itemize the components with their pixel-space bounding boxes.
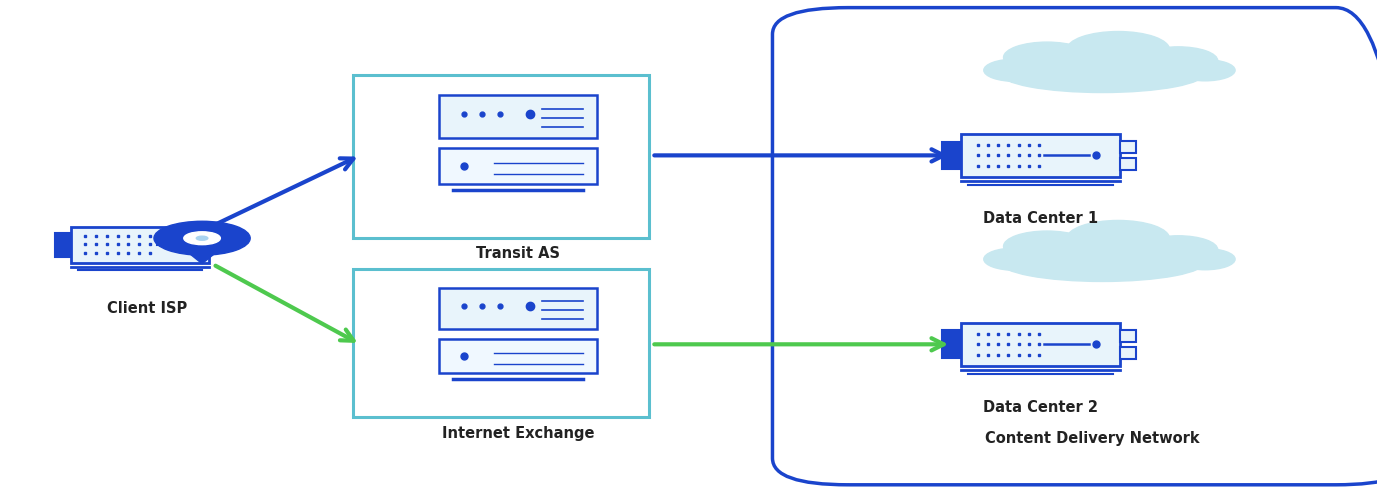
Ellipse shape [1003, 42, 1090, 73]
Ellipse shape [1003, 231, 1090, 262]
Text: Content Delivery Network: Content Delivery Network [985, 431, 1199, 446]
Ellipse shape [1138, 47, 1217, 74]
FancyBboxPatch shape [1119, 347, 1136, 359]
FancyBboxPatch shape [439, 339, 598, 373]
FancyBboxPatch shape [1119, 141, 1136, 153]
Ellipse shape [1067, 31, 1169, 68]
FancyBboxPatch shape [1119, 158, 1136, 170]
Ellipse shape [1067, 220, 1169, 257]
FancyBboxPatch shape [72, 227, 208, 263]
Ellipse shape [1138, 236, 1217, 264]
FancyBboxPatch shape [1119, 330, 1136, 342]
Text: Data Center 1: Data Center 1 [983, 211, 1098, 226]
FancyBboxPatch shape [943, 142, 962, 169]
FancyBboxPatch shape [439, 288, 598, 329]
Ellipse shape [984, 59, 1047, 81]
FancyBboxPatch shape [962, 323, 1119, 366]
FancyBboxPatch shape [962, 134, 1119, 177]
Polygon shape [175, 243, 229, 264]
FancyBboxPatch shape [943, 330, 962, 358]
Text: Transit AS: Transit AS [476, 246, 560, 262]
Ellipse shape [984, 248, 1047, 270]
Ellipse shape [1174, 248, 1235, 270]
Ellipse shape [1174, 60, 1235, 81]
FancyBboxPatch shape [55, 233, 72, 257]
FancyBboxPatch shape [439, 148, 598, 184]
Ellipse shape [999, 53, 1205, 93]
Circle shape [155, 221, 250, 255]
Circle shape [184, 232, 221, 245]
Text: Data Center 2: Data Center 2 [983, 400, 1098, 415]
Text: Internet Exchange: Internet Exchange [442, 426, 595, 441]
Text: Client ISP: Client ISP [108, 301, 188, 316]
Ellipse shape [999, 243, 1205, 281]
FancyBboxPatch shape [439, 95, 598, 138]
Circle shape [196, 236, 208, 240]
